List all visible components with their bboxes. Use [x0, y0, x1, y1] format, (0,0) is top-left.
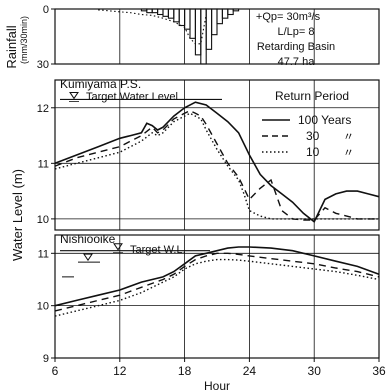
- nishiooike-ytick-label: 10: [37, 301, 49, 313]
- nishiooike-water-level-marker-2: [83, 253, 93, 262]
- nishiooike-series-solid: [54, 246, 380, 307]
- rainfall-bar: [211, 8, 218, 36]
- rainfall-bar: [194, 8, 202, 56]
- x-tick-label: 24: [243, 364, 257, 378]
- rainfall-ytick-label: 0: [43, 4, 49, 16]
- rainfall-bar: [178, 8, 186, 27]
- x-tick-label: 12: [113, 364, 127, 378]
- legend: 100 Years 30 〃 10 〃: [262, 113, 354, 159]
- legend-label-10: 10: [306, 145, 320, 159]
- rainfall-bar: [221, 8, 229, 19]
- x-tick-label: 18: [178, 364, 192, 378]
- legend-ditto-10: 〃: [343, 147, 354, 159]
- x-tick-label: 36: [372, 364, 386, 378]
- x-axis-label: Hour: [204, 379, 230, 392]
- annotation-basin-area: 47.7 ha: [278, 56, 316, 68]
- rainfall-bar: [189, 8, 196, 39]
- return-period-title: Return Period: [275, 89, 349, 103]
- rainfall-ytick-label: 30: [37, 59, 49, 71]
- water-level-ylabel: Water Level (m): [10, 169, 25, 261]
- kumiyama-station-label: Kumiyama P.S.: [60, 77, 141, 91]
- nishiooike-series-dotted: [54, 258, 380, 317]
- rainfall-panel: 0 30: [37, 4, 380, 71]
- rainfall-bar: [232, 8, 240, 12]
- rainfall-ylabel: Rainfall: [4, 25, 19, 68]
- legend-label-100: 100 Years: [298, 113, 351, 127]
- x-tick-label: 30: [308, 364, 322, 378]
- rainfall-bar: [205, 8, 213, 50]
- nishiooike-water-level-marker: [113, 243, 123, 251]
- kumiyama-water-level-marker: [69, 91, 79, 100]
- rainfall-bar: [167, 8, 175, 19]
- x-tick-label: 6: [52, 364, 59, 378]
- kumiyama-series-solid: [54, 101, 380, 223]
- nishiooike-ytick-label: 9: [43, 353, 49, 365]
- nishiooike-target-label: Target W.L.: [130, 244, 186, 256]
- kumiyama-frame: [54, 79, 380, 231]
- kumiyama-series-dotted: [54, 112, 379, 220]
- rainfall-bar: [173, 8, 180, 23]
- rainfall-bar: [157, 8, 164, 16]
- rainfall-bar: [162, 8, 169, 17]
- nishiooike-station-label: Nishiooike: [60, 232, 116, 246]
- rainfall-yunit: (mm/30min): [19, 16, 29, 64]
- rainfall-bar: [227, 8, 234, 16]
- nishiooike-ytick-label: 11: [38, 248, 49, 260]
- rainfall-bar: [140, 8, 148, 12]
- nishiooike-frame: [54, 234, 380, 359]
- legend-ditto-30: 〃: [343, 131, 354, 143]
- kumiyama-ytick-label: 12: [37, 103, 49, 115]
- rainfall-bar: [184, 8, 191, 30]
- rainfall-bar: [216, 8, 223, 25]
- annotation-l-lp: L/Lp= 8: [277, 26, 314, 38]
- kumiyama-ytick-label: 10: [37, 214, 49, 226]
- annotation-qp: +Qp= 30m³/s: [256, 11, 321, 23]
- kumiyama-ytick-label: 11: [38, 158, 49, 170]
- rainfall-dotted-curve: [98, 9, 207, 45]
- nishiooike-series-dashed: [54, 252, 380, 312]
- nishiooike-panel: 9 10 11 6 12 18 24 30 36: [37, 234, 386, 378]
- kumiyama-target-label: Target Water Level: [86, 91, 178, 103]
- kumiyama-panel: 10 11 12: [37, 79, 380, 231]
- legend-label-30: 30: [306, 129, 320, 143]
- kumiyama-series-dashed: [54, 109, 379, 221]
- annotation-retarding-basin: Retarding Basin: [257, 41, 335, 53]
